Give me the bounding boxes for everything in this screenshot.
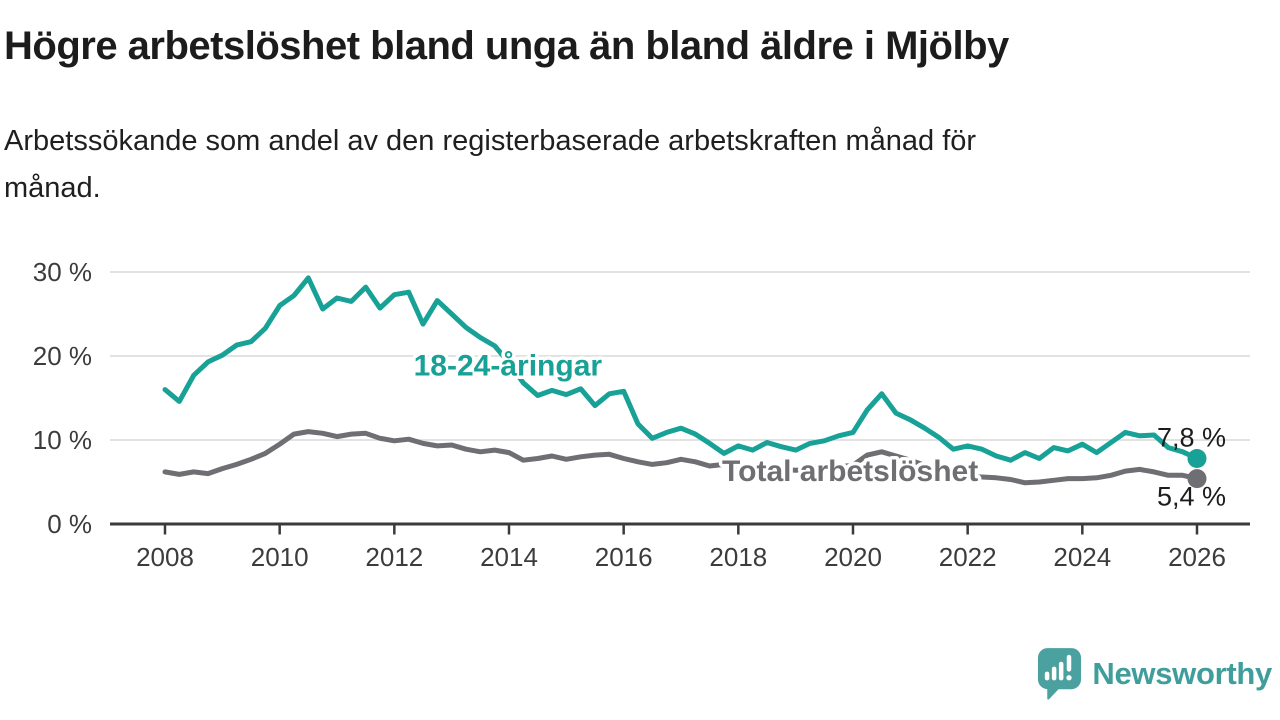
x-tick-label: 2008 (136, 542, 194, 572)
end-value-label: 5,4 % (1157, 482, 1226, 512)
end-value-label: 7,8 % (1157, 422, 1226, 452)
exclamation-dot (1066, 674, 1073, 680)
exclamation-stem (1067, 654, 1072, 672)
x-tick-label: 2026 (1168, 542, 1226, 572)
x-tick-label: 2022 (939, 542, 997, 572)
y-tick-label: 20 % (33, 341, 92, 371)
series-line-youth (162, 275, 1200, 463)
y-tick-label: 10 % (33, 425, 92, 455)
x-tick-label: 2010 (251, 542, 309, 572)
x-tick-label: 2012 (365, 542, 423, 572)
bar-tall (1059, 661, 1064, 680)
page-title: Högre arbetslöshet bland unga än bland ä… (4, 24, 1009, 68)
subtitle-line-1: Arbetssökande som andel av den registerb… (4, 125, 977, 157)
series-label: 18-24-åringar (414, 349, 603, 382)
y-tick-label: 30 % (33, 257, 92, 287)
newsworthy-logo-icon (1038, 647, 1082, 700)
x-tick-label: 2018 (709, 542, 767, 572)
y-tick-label: 0 % (47, 509, 92, 539)
x-tick-label: 2020 (824, 542, 882, 572)
x-tick-label: 2014 (480, 542, 538, 572)
series-label: Total arbetslöshet (722, 455, 978, 488)
x-tick-label: 2016 (595, 542, 653, 572)
bar-medium (1052, 666, 1057, 680)
chart-subtitle: Arbetssökande som andel av den registerb… (4, 118, 1204, 212)
newsworthy-logo: Newsworthy (1036, 645, 1272, 703)
series-line-total (162, 429, 1200, 486)
brand-name: Newsworthy (1092, 656, 1272, 691)
series-end-dot (1187, 469, 1207, 489)
bar-small (1045, 671, 1050, 680)
subtitle-line-2: månad. (4, 172, 101, 204)
x-tick-label: 2024 (1053, 542, 1111, 572)
series-end-dot (1187, 448, 1207, 468)
